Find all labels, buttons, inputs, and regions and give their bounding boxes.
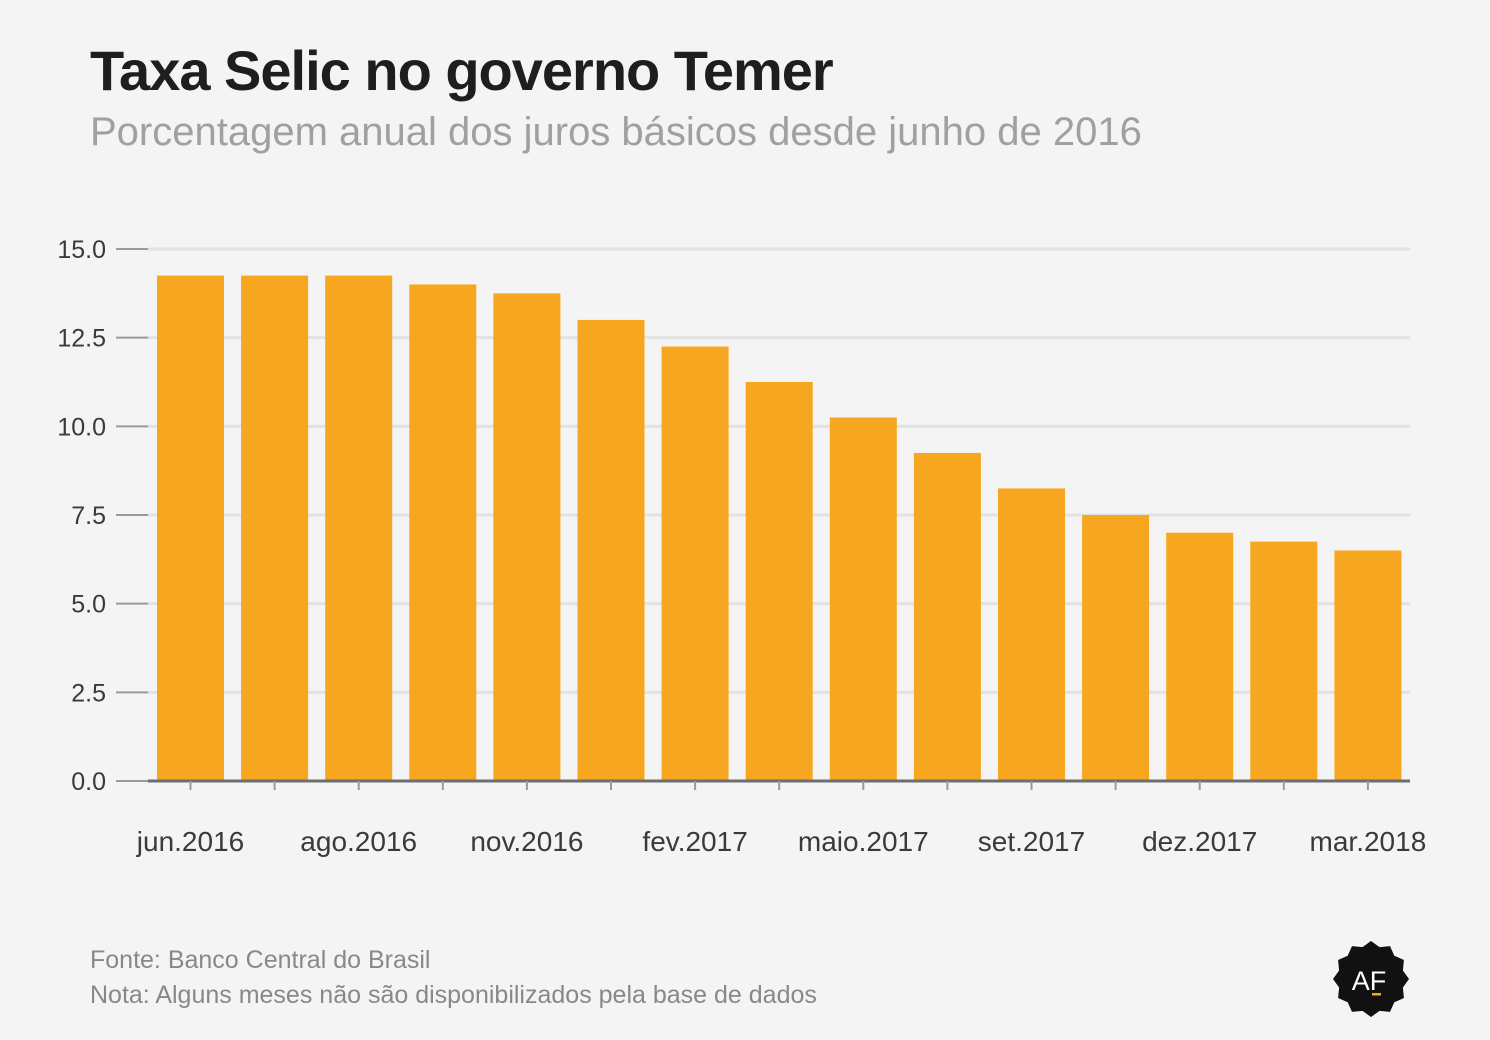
y-tick-label: 0.0 — [71, 768, 106, 796]
bar — [325, 275, 393, 781]
bar — [577, 319, 645, 781]
data-note: Nota: Alguns meses não são disponibiliza… — [90, 981, 817, 1009]
y-tick-label: 10.0 — [57, 413, 106, 441]
source-note: Fonte: Banco Central do Brasil — [90, 946, 431, 974]
y-tick-label: 7.5 — [71, 502, 106, 530]
y-tick-label: 12.5 — [57, 325, 106, 353]
chart-subtitle: Porcentagem anual dos juros básicos desd… — [90, 110, 1142, 154]
bar — [157, 275, 224, 781]
bar — [1334, 550, 1402, 781]
bar — [1082, 515, 1150, 781]
bar — [1166, 532, 1234, 781]
bar — [661, 346, 729, 781]
y-tick-label: 15.0 — [57, 236, 106, 264]
bar — [829, 417, 897, 781]
y-tick-label: 2.5 — [71, 679, 106, 707]
x-tick-label: nov.2016 — [470, 826, 583, 857]
x-tick-label: ago.2016 — [300, 826, 417, 857]
y-tick-label: 5.0 — [71, 591, 106, 619]
x-tick-label: mar.2018 — [1310, 826, 1427, 857]
bar — [745, 382, 813, 781]
logo-text: AF — [1352, 966, 1387, 996]
bar — [913, 452, 981, 781]
x-tick-label: jun.2016 — [136, 826, 244, 857]
chart-title: Taxa Selic no governo Temer — [90, 39, 834, 102]
bar — [1250, 541, 1318, 781]
logo-badge-shape — [1333, 941, 1409, 1017]
bar — [409, 284, 477, 781]
bar — [493, 293, 561, 781]
logo-accent — [1372, 993, 1381, 996]
x-tick-label: fev.2017 — [642, 826, 747, 857]
bar — [998, 488, 1065, 781]
x-tick-label: dez.2017 — [1142, 826, 1257, 857]
x-tick-label: set.2017 — [978, 826, 1085, 857]
bar — [241, 275, 309, 781]
af-logo: AF — [1333, 941, 1409, 1017]
x-tick-label: maio.2017 — [798, 826, 929, 857]
